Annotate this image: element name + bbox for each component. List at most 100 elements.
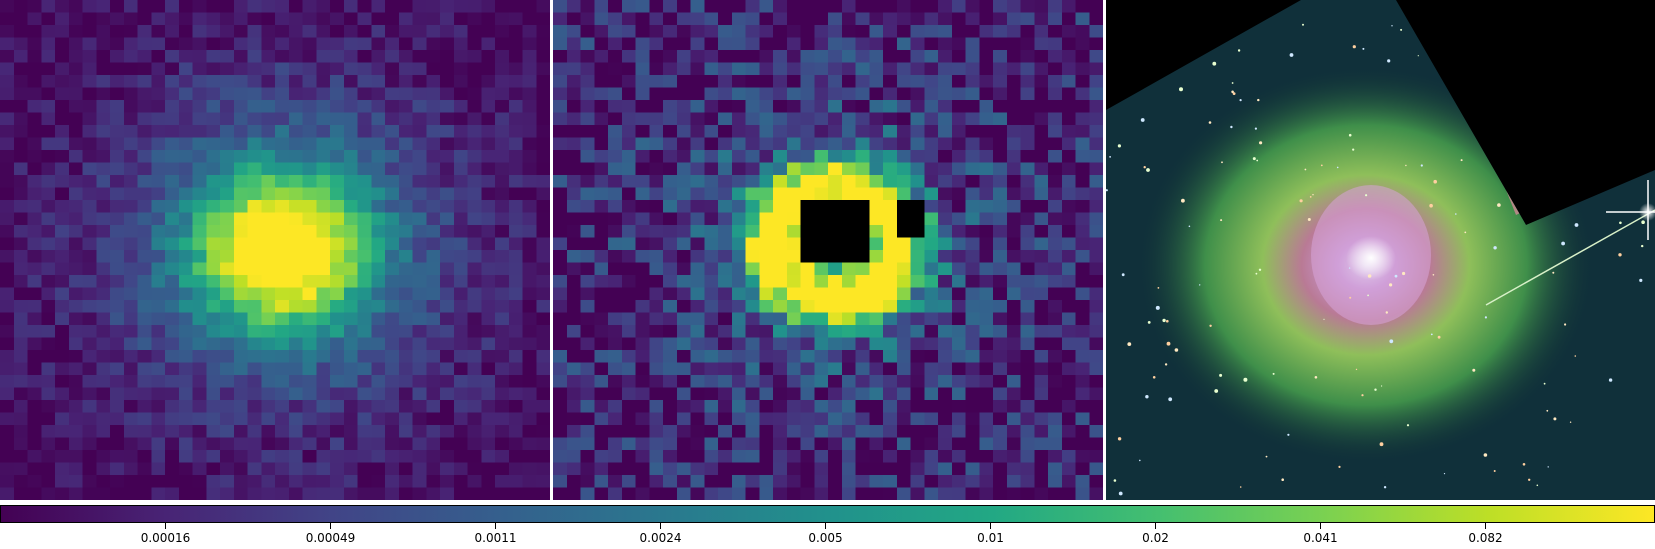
map-pixel — [357, 150, 372, 163]
map-pixel — [690, 87, 705, 101]
map-pixel — [663, 75, 678, 88]
map-pixel — [467, 287, 482, 301]
map-pixel — [1075, 12, 1090, 26]
map-pixel — [275, 325, 290, 338]
map-pixel — [275, 25, 290, 38]
map-pixel — [481, 125, 496, 138]
map-pixel — [855, 162, 870, 176]
map-pixel — [288, 325, 303, 338]
map-pixel — [426, 312, 441, 326]
map-pixel — [649, 137, 664, 151]
map-pixel — [247, 112, 262, 126]
map-pixel — [55, 187, 70, 201]
map-pixel — [41, 200, 56, 213]
map-pixel — [247, 62, 262, 76]
map-pixel — [55, 37, 70, 51]
map-pixel — [759, 37, 774, 51]
map-pixel — [0, 12, 15, 26]
map-pixel — [745, 0, 760, 13]
map-pixel — [426, 212, 441, 226]
map-pixel — [385, 137, 400, 151]
map-pixel — [1075, 400, 1090, 413]
map-pixel — [426, 100, 441, 113]
map-pixel — [608, 262, 623, 276]
map-pixel — [110, 162, 125, 176]
map-pixel — [635, 250, 650, 263]
map-pixel — [855, 425, 870, 438]
map-pixel — [1034, 400, 1049, 413]
map-pixel — [123, 250, 138, 263]
map-pixel — [343, 337, 358, 351]
map-pixel — [357, 162, 372, 176]
map-pixel — [1034, 350, 1049, 363]
map-pixel — [302, 50, 317, 63]
map-pixel — [302, 412, 317, 426]
map-pixel — [220, 375, 235, 388]
map-pixel — [979, 437, 994, 451]
field-source — [1243, 377, 1248, 382]
map-pixel — [566, 112, 581, 126]
map-pixel — [759, 112, 774, 126]
map-pixel — [1075, 312, 1090, 326]
map-pixel — [440, 125, 455, 138]
map-pixel — [123, 187, 138, 201]
map-pixel — [663, 150, 678, 163]
map-pixel — [718, 37, 733, 51]
map-pixel — [302, 275, 317, 288]
map-pixel — [41, 275, 56, 288]
map-pixel — [453, 350, 468, 363]
field-source — [1493, 246, 1497, 250]
map-pixel — [883, 212, 898, 226]
map-pixel — [855, 112, 870, 126]
map-pixel — [316, 312, 331, 326]
map-pixel — [979, 187, 994, 201]
map-pixel — [343, 112, 358, 126]
map-pixel — [233, 350, 248, 363]
map-pixel — [1034, 337, 1049, 351]
map-pixel — [1061, 375, 1076, 388]
map-pixel — [330, 362, 345, 376]
map-pixel — [745, 237, 760, 251]
field-source — [1237, 49, 1241, 52]
map-pixel — [481, 187, 496, 201]
map-pixel — [302, 350, 317, 363]
map-pixel — [621, 312, 636, 326]
map-pixel — [151, 200, 166, 213]
map-pixel — [151, 75, 166, 88]
map-pixel — [13, 350, 28, 363]
map-pixel — [82, 375, 97, 388]
map-pixel — [580, 287, 595, 301]
colorbar-tick-label: 0.02 — [1142, 531, 1169, 545]
map-pixel — [621, 275, 636, 288]
map-pixel — [731, 187, 746, 201]
map-pixel — [1061, 12, 1076, 26]
map-pixel — [343, 212, 358, 226]
map-pixel — [55, 337, 70, 351]
map-pixel — [68, 212, 83, 226]
map-pixel — [786, 162, 801, 176]
map-pixel — [192, 200, 207, 213]
map-pixel — [123, 325, 138, 338]
map-pixel — [178, 350, 193, 363]
map-pixel — [247, 287, 262, 301]
map-pixel — [1006, 150, 1021, 163]
map-pixel — [316, 425, 331, 438]
map-pixel — [330, 137, 345, 151]
map-pixel — [137, 425, 152, 438]
map-pixel — [1006, 175, 1021, 188]
map-pixel — [110, 275, 125, 288]
map-pixel — [357, 50, 372, 63]
map-pixel — [594, 125, 609, 138]
map-pixel — [773, 262, 788, 276]
map-pixel — [68, 75, 83, 88]
map-pixel — [1048, 387, 1063, 401]
map-pixel — [566, 462, 581, 476]
map-pixel — [467, 37, 482, 51]
map-pixel — [123, 375, 138, 388]
map-pixel — [938, 175, 953, 188]
map-pixel — [965, 0, 980, 13]
map-pixel — [580, 275, 595, 288]
map-pixel — [855, 200, 870, 213]
map-pixel — [676, 325, 691, 338]
map-pixel — [13, 475, 28, 488]
